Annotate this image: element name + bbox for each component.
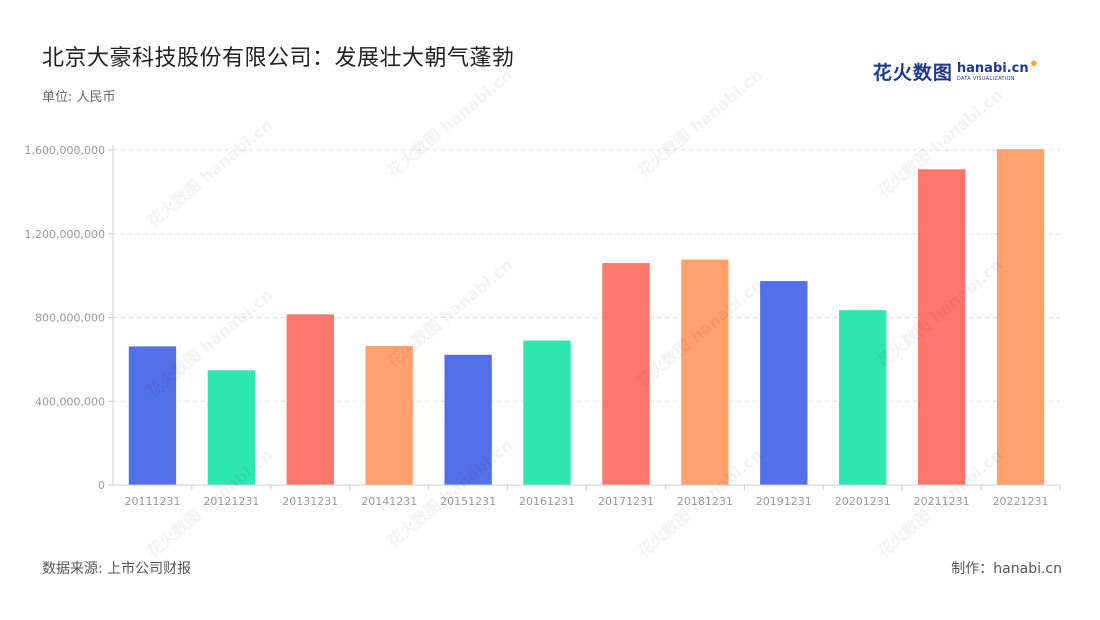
y-tick-label: 1,200,000,000 [25, 228, 105, 241]
bar-20221231 [996, 149, 1045, 485]
bar-20131231 [286, 314, 334, 485]
unit-label: 单位: 人民币 [42, 90, 116, 105]
y-tick-label: 0 [98, 479, 105, 492]
x-tick-label: 20191231 [756, 495, 812, 508]
logo-sub-text: DATA VISUALIZATION [956, 75, 1015, 82]
x-tick-label: 20121231 [203, 495, 259, 508]
x-tick-label: 20141231 [361, 495, 417, 508]
x-tick-label: 20131231 [282, 495, 338, 508]
credit: 制作：hanabi.cn [951, 561, 1062, 577]
bar-20201231 [839, 310, 887, 485]
axis-layer: 0 400,000,000 800,000,000 1,200,000,000 1,60… [25, 144, 1061, 508]
bar-20121231 [207, 370, 256, 485]
x-tick-label: 20211231 [914, 495, 970, 508]
logo-en-text: hanabi.cn [956, 60, 1029, 76]
x-tick-label: 20161231 [519, 495, 575, 508]
bar-20171231 [602, 263, 650, 485]
bar-20191231 [760, 281, 808, 485]
y-tick-label: 400,000,000 [35, 395, 105, 408]
brand-logo: 花火数图 hanabi.cn DATA VISUALIZATION ✸ [873, 58, 1038, 85]
bar-20161231 [523, 340, 571, 485]
logo-side: hanabi.cn DATA VISUALIZATION [957, 62, 1029, 82]
x-tick-label: 20181231 [677, 495, 733, 508]
x-tick-label: 20151231 [440, 495, 496, 508]
chart-title: 北京大豪科技股份有限公司：发展壮大朝气蓬勃 [42, 46, 515, 71]
x-tick-label: 20171231 [598, 495, 654, 508]
sparkle-icon: ✸ [1029, 59, 1038, 70]
bar-20181231 [681, 259, 729, 485]
bar-20151231 [444, 354, 492, 485]
grid-layer [113, 149, 1060, 402]
y-tick-label: 800,000,000 [35, 312, 105, 325]
x-tick-label: 20221231 [993, 495, 1049, 508]
bar-layer [128, 149, 1045, 485]
x-tick-label: 20201231 [835, 495, 891, 508]
x-tick-label: 20111231 [124, 495, 180, 508]
bar-20141231 [365, 345, 413, 485]
y-tick-label: 1,600,000,000 [25, 144, 105, 157]
bar-20111231 [128, 346, 177, 485]
bar-20211231 [917, 169, 966, 485]
logo-cn-text: 花火数图 [872, 62, 953, 84]
data-source: 数据来源: 上市公司财报 [42, 561, 192, 577]
